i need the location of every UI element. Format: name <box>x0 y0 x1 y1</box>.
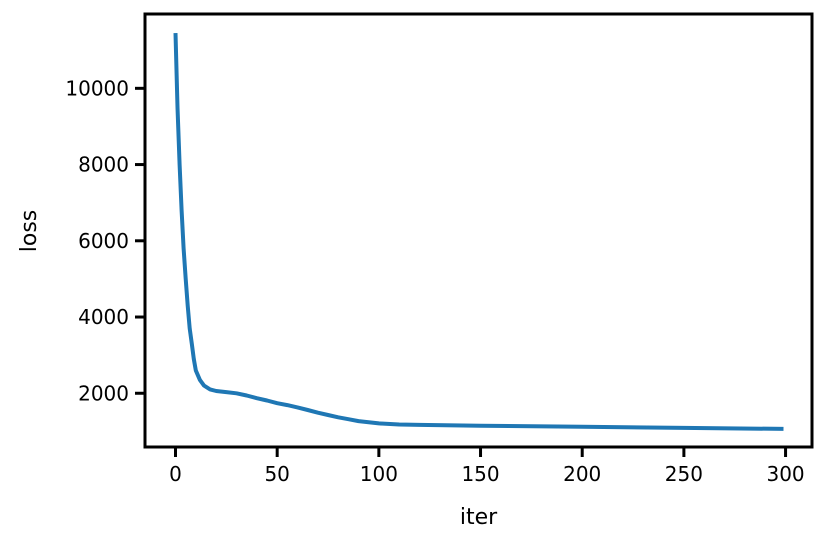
x-tick-label: 150 <box>461 462 499 486</box>
y-tick-label: 4000 <box>78 305 129 329</box>
y-tick-label: 6000 <box>78 229 129 253</box>
y-axis-label: loss <box>17 210 42 253</box>
plot-frame <box>143 12 814 449</box>
y-tick-label: 10000 <box>65 76 129 100</box>
x-tick-label: 300 <box>766 462 804 486</box>
x-tick-label: 0 <box>169 462 182 486</box>
x-tick-label: 100 <box>360 462 398 486</box>
x-axis-label: iter <box>460 505 498 530</box>
loss-line <box>173 33 784 431</box>
y-tick-label: 8000 <box>78 153 129 177</box>
x-tick-label: 200 <box>563 462 601 486</box>
x-tick-label: 50 <box>264 462 289 486</box>
y-tick-label: 2000 <box>78 381 129 405</box>
x-tick-label: 250 <box>665 462 703 486</box>
